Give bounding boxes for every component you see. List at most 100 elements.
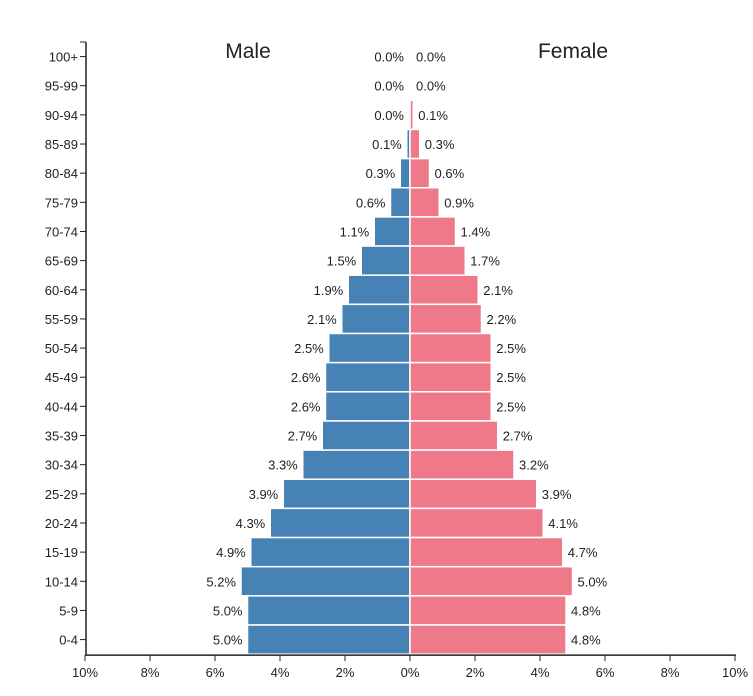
female-bar — [409, 420, 499, 451]
y-tick-label: 5-9 — [59, 603, 78, 618]
male-data-label: 2.6% — [291, 399, 321, 414]
male-data-label: 3.3% — [268, 458, 298, 473]
y-tick-label: 80-84 — [45, 166, 78, 181]
male-data-label: 0.3% — [366, 166, 396, 181]
female-data-label: 2.5% — [496, 399, 526, 414]
female-bar — [409, 187, 440, 218]
female-data-label: 5.0% — [578, 574, 608, 589]
female-data-label: 2.2% — [487, 312, 517, 327]
male-data-label: 1.1% — [340, 224, 370, 239]
y-tick-label: 75-79 — [45, 195, 78, 210]
female-bar — [409, 449, 515, 481]
male-data-label: 5.0% — [213, 603, 243, 618]
y-tick-label: 25-29 — [45, 487, 78, 502]
female-bar — [409, 274, 479, 306]
male-data-label: 0.0% — [374, 108, 404, 123]
male-bar — [302, 449, 411, 481]
x-tick-label: 6% — [206, 665, 225, 680]
female-data-label: 3.9% — [542, 487, 572, 502]
male-bar — [389, 187, 411, 218]
female-data-label: 2.5% — [496, 341, 526, 356]
female-data-label: 0.3% — [425, 137, 455, 152]
male-bar — [269, 507, 411, 539]
female-bar — [409, 624, 567, 655]
y-tick-label: 85-89 — [45, 137, 78, 152]
female-data-label: 2.7% — [503, 429, 533, 444]
y-tick-label: 65-69 — [45, 254, 78, 269]
y-tick-label: 50-54 — [45, 341, 78, 356]
male-data-label: 5.0% — [213, 633, 243, 648]
y-tick-label: 55-59 — [45, 312, 78, 327]
x-tick-label: 2% — [466, 665, 485, 680]
female-bar — [409, 245, 466, 276]
male-bar — [321, 420, 411, 451]
male-bar — [373, 216, 411, 247]
male-data-label: 1.5% — [327, 254, 357, 269]
y-tick-label: 70-74 — [45, 224, 78, 239]
y-tick-label: 60-64 — [45, 283, 78, 298]
male-data-label: 2.1% — [307, 312, 337, 327]
female-bar — [409, 536, 564, 568]
female-bar — [409, 478, 538, 510]
y-tick-label: 90-94 — [45, 108, 78, 123]
y-tick-label: 20-24 — [45, 516, 78, 531]
male-bar — [240, 565, 411, 597]
x-tick-label: 4% — [531, 665, 550, 680]
x-tick-label: 2% — [336, 665, 355, 680]
male-bar — [328, 332, 411, 364]
y-tick-label: 30-34 — [45, 458, 78, 473]
female-bar — [409, 391, 492, 422]
male-data-label: 2.6% — [291, 370, 321, 385]
male-bar — [347, 274, 411, 306]
female-title: Female — [538, 40, 608, 63]
y-tick-label: 35-39 — [45, 429, 78, 444]
male-bar — [341, 303, 411, 335]
y-tick-label: 0-4 — [59, 633, 78, 648]
y-tick-label: 45-49 — [45, 370, 78, 385]
male-bar — [324, 391, 411, 422]
female-data-label: 4.8% — [571, 633, 601, 648]
male-data-label: 4.9% — [216, 545, 246, 560]
male-data-label: 0.0% — [374, 50, 404, 65]
female-data-label: 0.0% — [416, 50, 446, 65]
y-tick-label: 10-14 — [45, 574, 78, 589]
y-tick-label: 95-99 — [45, 79, 78, 94]
male-data-label: 0.1% — [372, 137, 402, 152]
male-bar — [246, 595, 411, 626]
x-tick-label: 6% — [596, 665, 615, 680]
x-tick-label: 4% — [271, 665, 290, 680]
male-data-label: 3.9% — [249, 487, 279, 502]
female-bar — [409, 99, 414, 131]
female-data-label: 4.8% — [571, 603, 601, 618]
male-data-label: 1.9% — [314, 283, 344, 298]
x-tick-label: 10% — [722, 665, 748, 680]
female-bar — [409, 361, 492, 393]
female-bar — [409, 332, 492, 364]
female-data-label: 3.2% — [519, 458, 549, 473]
female-data-label: 0.9% — [444, 195, 474, 210]
female-bar — [409, 216, 457, 247]
female-bar — [409, 157, 431, 189]
x-tick-label: 8% — [661, 665, 680, 680]
male-bar — [246, 624, 411, 655]
female-data-label: 0.0% — [416, 79, 446, 94]
male-bar — [282, 478, 411, 510]
female-data-label: 2.1% — [483, 283, 513, 298]
female-data-label: 4.7% — [568, 545, 598, 560]
female-bar — [409, 128, 421, 160]
male-bar — [399, 157, 411, 189]
female-data-label: 4.1% — [548, 516, 578, 531]
y-tick-label: 40-44 — [45, 399, 78, 414]
female-data-label: 0.6% — [435, 166, 465, 181]
female-data-label: 1.7% — [470, 254, 500, 269]
female-bar — [409, 507, 544, 539]
y-tick-label: 15-19 — [45, 545, 78, 560]
male-data-label: 5.2% — [206, 574, 236, 589]
female-bar — [409, 303, 483, 335]
male-data-label: 0.0% — [374, 79, 404, 94]
male-data-label: 0.6% — [356, 195, 386, 210]
female-bar — [409, 565, 574, 597]
female-data-label: 0.1% — [418, 108, 448, 123]
female-data-label: 2.5% — [496, 370, 526, 385]
